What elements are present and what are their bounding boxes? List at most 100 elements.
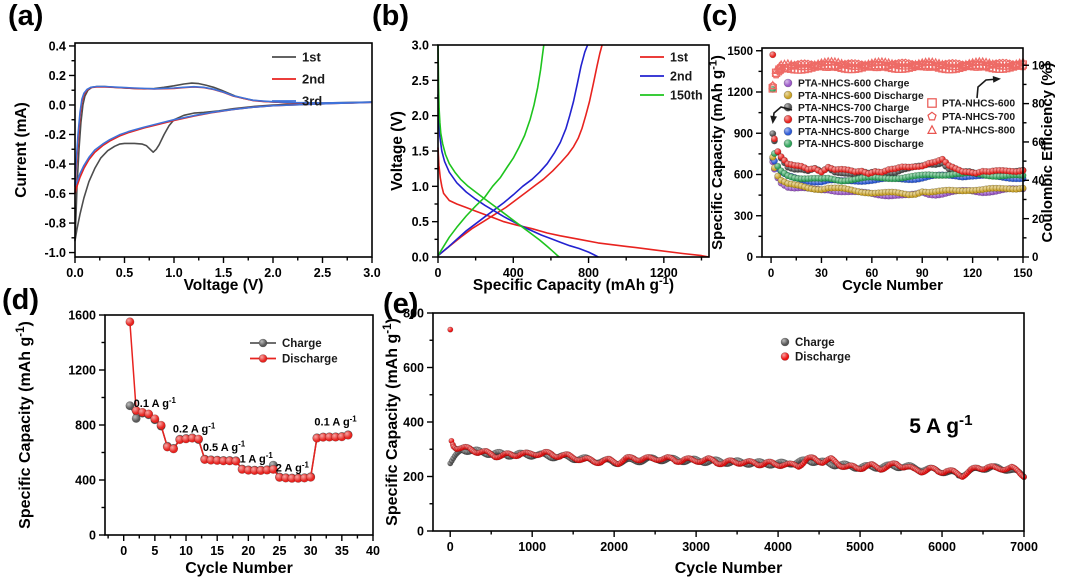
y-tick-label: -1.0 [44, 246, 66, 260]
x-axis-title: Specific Capacity (mAh g-1) [473, 275, 674, 294]
x-tick-label: 3000 [682, 540, 710, 554]
x-tick-label: 0 [447, 540, 454, 554]
legend-label: 2nd [670, 70, 692, 84]
series-150th-charge [437, 44, 545, 257]
legend-label: 1st [302, 50, 321, 65]
x-tick-label: 25 [273, 544, 287, 558]
y-tick-label: 800 [75, 419, 96, 433]
y-tick-label: 400 [403, 416, 424, 430]
annotation: 0.5 A g-1 [203, 440, 246, 454]
y2-axis-title: Coulombic Efficiency (%) [1039, 62, 1056, 242]
series-2nd [437, 94, 599, 258]
panel-a-cv-chart: 0.0 0.5 1.0 1.5 2.0 2.5 3.0 0.4 0.2 0.0 -0.2 -0.4 -0… [13, 39, 381, 294]
arrow-to-left-axis [770, 106, 793, 124]
y-tick-label: 1500 [727, 46, 753, 58]
series-area [447, 326, 1027, 481]
panel-label-a: (a) [8, 0, 44, 32]
y2-tick-label: 0 [1032, 252, 1038, 264]
y-axis-title: Specific Capacity (mAh g-1) [15, 321, 34, 529]
series-discharge [447, 326, 1027, 481]
y2-tick-label: 20 [1032, 214, 1045, 226]
y-axis-title: Specific Capacity (mAh g-1) [382, 318, 401, 526]
panel-label-b: (b) [372, 0, 410, 32]
legend-label: 150th [670, 89, 703, 103]
y-tick-label: 3.0 [412, 39, 429, 53]
y-axis-title: Voltage (V) [389, 111, 406, 191]
x-tick-label: 15 [210, 544, 224, 558]
y-tick-label: 2.0 [412, 109, 429, 123]
y-tick-label: 0 [417, 525, 424, 539]
x-tick-label: 0.5 [116, 266, 133, 280]
x-tick-label: 1.5 [215, 266, 232, 280]
y-tick-label: 0.2 [49, 69, 66, 83]
y-tick-label: 1200 [727, 87, 753, 99]
x-tick-label: 40 [366, 544, 380, 558]
legend-0: Charge Discharge [250, 338, 338, 366]
y2-tick-label: 100 [1032, 60, 1051, 72]
y-tick-label: 1.0 [412, 180, 429, 194]
legend-label: 3rd [302, 94, 322, 109]
series-150th [437, 44, 560, 258]
y-tick-label: -0.8 [44, 217, 66, 231]
annotation: 2 A g-1 [276, 460, 310, 474]
x-tick-label: 60 [865, 268, 878, 280]
series-discharge [125, 317, 353, 483]
series-area [768, 51, 1027, 200]
x-tick-label: 3.0 [363, 266, 380, 280]
axis-ticks [427, 312, 1025, 537]
y-tick-label: -0.4 [44, 158, 66, 172]
y-tick-label: 600 [734, 170, 753, 182]
x-tick-label: 6000 [928, 540, 956, 554]
legend-label: PTA-NHCS-800 Discharge [798, 139, 924, 150]
series-2nd-charge [437, 44, 589, 257]
y2-tick-label: 60 [1032, 137, 1045, 149]
annotation: 0.1 A g-1 [314, 415, 357, 429]
x-tick-label: 2000 [600, 540, 628, 554]
axis-ticks [756, 50, 1029, 263]
x-tick-label: 7000 [1010, 540, 1038, 554]
x-tick-label: 4000 [764, 540, 792, 554]
legend-0: Charge Discharge [780, 337, 851, 364]
plot-frame [74, 42, 373, 258]
legend-label: Charge [795, 337, 835, 349]
legend-label: 1st [670, 51, 689, 65]
legend-label: Discharge [282, 354, 338, 366]
x-tick-label: 90 [916, 268, 929, 280]
panel-label-e: (e) [383, 288, 419, 320]
y-tick-label: 0 [747, 252, 753, 264]
x-tick-label: 0 [120, 544, 127, 558]
panel-label-d: (d) [2, 284, 40, 316]
series-area [74, 82, 373, 242]
x-tick-label: 150 [1013, 268, 1032, 280]
y-tick-label: 600 [403, 361, 424, 375]
legend-label: PTA-NHCS-600 Discharge [798, 91, 924, 102]
legend-label: 2nd [302, 72, 325, 87]
axis-ticks [69, 45, 373, 263]
series-3rd [74, 85, 373, 187]
legend-label: PTA-NHCS-700 [942, 112, 1015, 123]
x-tick-label: 30 [815, 268, 828, 280]
annotation: 1 A g-1 [240, 451, 274, 465]
x-axis-title: Voltage (V) [184, 277, 264, 294]
annotation: 0.1 A g-1 [134, 396, 177, 410]
x-tick-label: 30 [304, 544, 318, 558]
x-tick-label: 0.0 [66, 266, 83, 280]
x-tick-label: 0 [768, 268, 774, 280]
x-tick-label: 120 [963, 268, 982, 280]
panel-b-voltage-profile-chart: 0 400 800 1200 0.0 0.5 1.0 1.5 2.0 2.5 3.0 Specific… [389, 39, 710, 294]
series-area [125, 317, 353, 483]
y2-tick-label: 40 [1032, 175, 1045, 187]
series-pta-nhcs-600-discharge [769, 153, 1027, 199]
x-tick-label: 1000 [518, 540, 546, 554]
axis-ticks [432, 44, 703, 263]
x-axis-title: Cycle Number [842, 277, 943, 294]
legend-label: PTA-NHCS-700 Discharge [798, 115, 924, 126]
legend-label: PTA-NHCS-600 [942, 99, 1015, 110]
y-tick-label: 0.4 [49, 39, 66, 53]
y-tick-label: 1600 [68, 309, 96, 323]
series-1st [437, 147, 710, 258]
legend-label: PTA-NHCS-600 Charge [798, 79, 910, 90]
x-tick-label: 1.0 [165, 266, 182, 280]
